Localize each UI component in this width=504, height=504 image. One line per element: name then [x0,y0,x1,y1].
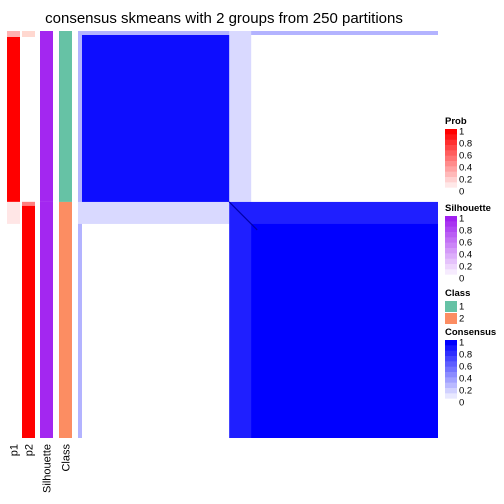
legend-swatch [445,187,457,194]
legend-tick: 0 [459,274,464,285]
class-track-cell [59,201,72,438]
silhouette-track-cell [40,31,53,202]
p2-track-cell [22,201,35,438]
legend-swatch [445,182,457,189]
legend-class-swatch [445,313,457,324]
legend-title-silhouette: Silhouette [445,203,491,214]
legend-swatch [445,361,457,368]
legend-swatch [445,139,457,146]
legend-swatch [445,221,457,228]
legend-tick: 0.6 [459,151,472,162]
legend-tick: 1 [459,127,464,138]
legend-tick: 0.4 [459,250,472,261]
matrix-row-fringe [78,31,438,35]
silhouette-track-cell [40,201,53,438]
p1-track-transition [7,31,20,37]
legend-class-swatch [445,301,457,312]
legend-tick: 0.8 [459,226,472,237]
column-label-silhouette: Silhouette [42,444,54,493]
legend-tick: 1 [459,214,464,225]
legend-swatch [445,274,457,281]
legend-tick: 1 [459,338,464,349]
p2-track-transition [22,31,35,37]
legend-title-prob: Prob [445,116,467,127]
legend-tick: 0.2 [459,386,472,397]
group-1-block [82,35,230,202]
chart-title: consensus skmeans with 2 groups from 250… [45,10,403,27]
p2-track-transition [22,201,35,206]
legend-swatch [445,388,457,394]
legend-title-consensus: Consensus [445,327,496,338]
legend-tick: 0.2 [459,175,472,186]
legend-swatch [445,155,457,162]
legend-tick: 0.4 [459,163,472,174]
legend-swatch [445,345,457,352]
legend-swatch [445,398,457,405]
legend-swatch [445,372,457,378]
legend-swatch [445,248,457,254]
legend-swatch [445,366,457,373]
legend-swatch [445,161,457,167]
legend-tick: 0.6 [459,362,472,373]
legend-swatch [445,226,457,233]
legends: Prob10.80.60.40.20Silhouette10.80.60.40.… [445,116,496,409]
group-2-core [251,223,438,438]
legend-swatch [445,377,457,384]
legend-class-label: 2 [459,314,464,325]
legend-tick: 0 [459,398,464,409]
legend-swatch [445,129,457,135]
legend-swatch [445,216,457,222]
legend-swatch [445,150,457,157]
column-labels: p1 p2 Silhouette Class [9,444,73,493]
legend-tick: 0.2 [459,262,472,273]
annotation-tracks [7,31,72,438]
matrix-col-fringe [78,31,82,438]
legend-swatch [445,242,457,249]
legend-tick: 0.8 [459,139,472,150]
legend-tick: 0.6 [459,238,472,249]
legend-swatch [445,177,457,183]
legend-swatch [445,134,457,141]
legend-swatch [445,382,457,389]
legend-tick: 0.4 [459,374,472,385]
legend-swatch [445,269,457,276]
legend-swatch [445,253,457,260]
legend-swatch [445,350,457,357]
consensus-matrix [78,31,438,438]
class-track-cell [59,31,72,202]
column-label-p2: p2 [24,444,36,456]
legend-swatch [445,393,457,400]
legend-swatch [445,340,457,346]
diagonal-line [228,201,258,231]
legend-swatch [445,145,457,151]
legend-swatch [445,166,457,173]
legend-tick: 0 [459,187,464,198]
p1-track-cell [7,201,20,438]
legend-tick: 0.8 [459,350,472,361]
p1-track-cell [7,31,20,202]
legend-swatch [445,264,457,270]
legend-swatch [445,258,457,265]
legend-swatch [445,232,457,238]
column-label-p1: p1 [9,444,21,456]
legend-title-class: Class [445,288,470,299]
p1-track-transition [7,201,20,224]
legend-swatch [445,237,457,244]
legend-class-label: 1 [459,302,464,313]
p2-track-cell [22,31,35,202]
legend-swatch [445,171,457,178]
column-label-class: Class [61,444,73,472]
legend-swatch [445,356,457,362]
